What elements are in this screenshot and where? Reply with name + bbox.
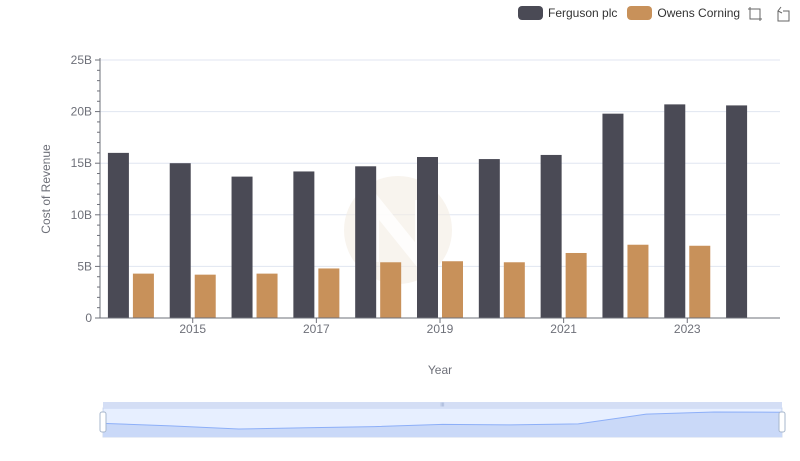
bar-ferguson-plc-2022 <box>602 113 624 318</box>
data-zoom-slider[interactable]: III <box>99 402 786 438</box>
x-tick-label: 2023 <box>674 322 701 336</box>
bar-ferguson-plc-2019 <box>417 157 438 318</box>
y-tick-label: 20B <box>71 105 92 119</box>
bar-owens-corning-2014 <box>132 273 154 318</box>
bar-ferguson-plc-2021 <box>540 154 562 318</box>
bar-owens-corning-2021 <box>565 252 587 318</box>
legend-swatch <box>627 6 653 20</box>
zoom-move-grip: III <box>440 403 444 409</box>
y-tick-label: 25B <box>71 53 92 67</box>
y-tick-label: 0 <box>85 311 92 325</box>
y-tick-label: 5B <box>77 259 92 273</box>
bar-owens-corning-2018 <box>380 262 402 318</box>
bar-ferguson-plc-2014 <box>107 152 129 318</box>
axes: 0 5B 10B 15B 20B 25B 2015 2017 2019 2021 2023 <box>71 53 780 336</box>
bar-ferguson-plc-2024 <box>726 105 748 319</box>
legend-label: Ferguson plc <box>548 6 618 20</box>
zoom-selection <box>103 408 782 437</box>
restore-icon[interactable] <box>774 6 790 22</box>
x-tick-label: 2019 <box>427 322 454 336</box>
x-tick-label: 2015 <box>179 322 206 336</box>
bar-ferguson-plc-2020 <box>478 159 500 318</box>
bar-owens-corning-2022 <box>627 244 649 318</box>
bar-ferguson-plc-2016 <box>231 176 253 318</box>
bar-ferguson-plc-2023 <box>664 104 686 318</box>
zoom-icon[interactable] <box>747 6 763 22</box>
bar-owens-corning-2017 <box>318 268 340 318</box>
zoom-handle-left[interactable] <box>99 411 107 433</box>
bar-ferguson-plc-2018 <box>355 166 377 318</box>
zoom-preview-line <box>102 411 783 430</box>
chart-legend: Ferguson plc Owens Corning <box>518 4 750 22</box>
y-axis-title: Cost of Revenue <box>39 144 53 234</box>
y-tick-label: 10B <box>71 208 92 222</box>
zoom-move-bar <box>103 402 782 408</box>
bar-ferguson-plc-2015 <box>169 163 191 318</box>
bar-owens-corning-2020 <box>503 262 525 318</box>
bar-ferguson-plc-2017 <box>293 171 315 318</box>
bar-owens-corning-2019 <box>442 261 463 318</box>
legend-label: Owens Corning <box>657 6 741 20</box>
y-tick-label: 15B <box>71 156 92 170</box>
bars <box>107 104 748 319</box>
x-axis-title: Year <box>428 363 452 377</box>
x-tick-label: 2021 <box>550 322 577 336</box>
zoom-handle-right[interactable] <box>778 411 786 433</box>
bar-owens-corning-2016 <box>256 273 278 318</box>
x-tick-label: 2017 <box>303 322 330 336</box>
bar-owens-corning-2023 <box>689 245 711 318</box>
legend-item-1[interactable]: Owens Corning <box>627 6 740 20</box>
legend-swatch <box>518 6 543 20</box>
legend-item-0[interactable]: Ferguson plc <box>518 6 617 20</box>
bar-owens-corning-2015 <box>194 274 216 318</box>
